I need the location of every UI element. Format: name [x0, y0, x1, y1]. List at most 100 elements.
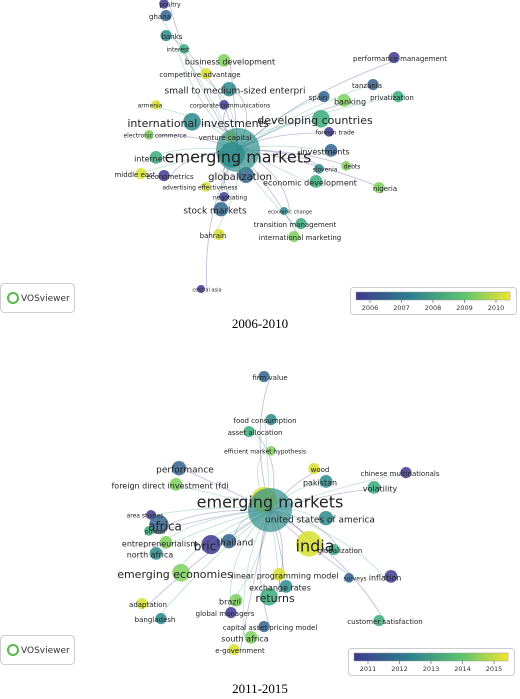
node-label: north africa	[127, 551, 174, 560]
node-label: inflation	[369, 574, 402, 583]
node	[367, 79, 379, 91]
node-label: corporate communications	[190, 103, 271, 110]
node	[328, 544, 340, 556]
node	[219, 100, 229, 110]
node-label: competitive advantage	[159, 71, 240, 79]
node-label: transition management	[254, 221, 337, 229]
node-label: international marketing	[259, 234, 341, 242]
node-label: globalization	[208, 172, 272, 183]
node	[197, 285, 205, 293]
node	[183, 113, 201, 131]
node-label: india	[296, 537, 335, 556]
colorbar	[353, 652, 509, 662]
node	[272, 568, 286, 581]
node-label: armenia	[138, 103, 163, 110]
node	[213, 229, 225, 241]
node	[295, 218, 307, 230]
node-label: surveys	[343, 576, 366, 583]
node-label: business development	[185, 58, 275, 67]
node	[159, 0, 169, 9]
node	[341, 161, 351, 171]
node-label: firm value	[252, 374, 287, 382]
colorbar-tick-label: 2013	[423, 665, 440, 673]
node	[172, 564, 190, 582]
node	[225, 607, 237, 619]
node	[221, 82, 237, 97]
node	[149, 515, 169, 535]
node-label: electronic commerce	[123, 133, 186, 140]
node	[312, 110, 330, 128]
node	[171, 461, 187, 476]
node	[373, 615, 385, 627]
caption: 2011-2015	[232, 681, 288, 696]
node-label: poland	[145, 529, 166, 536]
node	[213, 202, 229, 217]
node-label: performance management	[353, 55, 447, 63]
node	[314, 164, 324, 174]
node-label: customer satisfaction	[347, 618, 422, 626]
node-label: thailand	[217, 539, 254, 549]
colorbar-tick-label: 2012	[391, 665, 408, 673]
node-label: africa	[148, 520, 182, 534]
node	[280, 207, 288, 215]
node-label: exchange rates	[249, 584, 311, 593]
node	[169, 478, 183, 491]
node	[344, 573, 354, 583]
network: firm value food consumption asset allocati…	[111, 371, 440, 656]
node-label: slovenia	[313, 167, 338, 174]
node-label: capital asset pricing model	[223, 624, 318, 632]
node-label: advertising effectiveness	[162, 185, 237, 192]
node	[260, 588, 278, 606]
node-label: foreign direct investment (fdi	[111, 482, 228, 491]
node-label: performance	[156, 466, 214, 476]
colorbar-tick-label: 2014	[454, 665, 471, 673]
node	[258, 371, 270, 383]
node-label: developing countries	[257, 114, 373, 127]
caption: 2006-2010	[232, 316, 288, 331]
node-label: linear programming model	[232, 572, 339, 581]
node	[244, 631, 258, 644]
node-label: spain	[309, 94, 328, 102]
node-label: asset allocation	[228, 429, 283, 437]
node	[258, 621, 270, 633]
node-label: negotiating	[213, 195, 247, 202]
node	[179, 44, 189, 54]
node	[318, 511, 334, 526]
node-label: debts	[344, 164, 361, 171]
node	[217, 54, 231, 67]
node-label: united states of america	[265, 516, 375, 526]
node	[229, 594, 243, 607]
node-label: emerging economies	[117, 568, 233, 581]
node	[160, 29, 172, 42]
colorbar-tick-label: 2008	[425, 304, 442, 312]
node-label: volatility	[363, 485, 398, 494]
node-label: small to medium-sized enterpri	[165, 87, 306, 97]
node-label: foreign trade	[316, 130, 355, 137]
node	[221, 534, 237, 549]
node-label: nigeria	[373, 185, 397, 193]
node-label: wood	[311, 466, 330, 474]
node-label: econometrics	[146, 173, 194, 181]
node	[400, 467, 412, 479]
node	[367, 481, 381, 494]
colorbar-tick-label: 2010	[488, 304, 505, 312]
node-label: privatization	[370, 94, 414, 102]
node-label: poultry	[159, 2, 181, 9]
node	[136, 598, 148, 610]
node-label: emerging markets	[165, 148, 312, 167]
node	[200, 68, 212, 80]
node-label: middle east	[114, 171, 155, 179]
node	[296, 531, 322, 557]
colorbar-tick-label: 2011	[360, 665, 377, 673]
logo-box	[0, 283, 75, 313]
node	[159, 536, 173, 549]
colorbar-tick-label: 2015	[486, 665, 503, 673]
node-label: south africa	[221, 635, 269, 644]
logo-text: VOSviewer	[21, 646, 70, 656]
node	[228, 644, 240, 656]
colorbar-tick-label: 2007	[393, 304, 410, 312]
node-label: bric	[194, 540, 216, 554]
node-label: e-government	[215, 647, 265, 655]
node-label: tanzania	[352, 82, 382, 90]
